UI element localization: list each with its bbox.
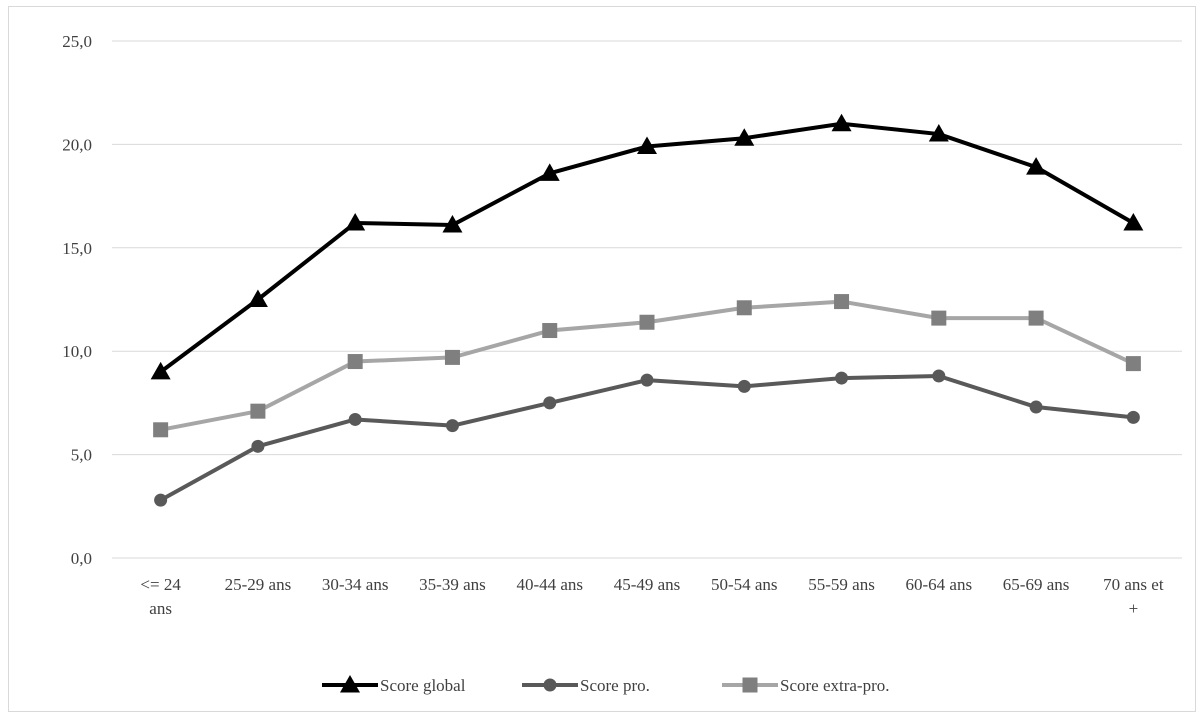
data-point <box>736 300 752 316</box>
data-point <box>442 215 463 233</box>
legend: Score global Score pro. Score extra-pro. <box>322 675 890 695</box>
y-tick-label: 20,0 <box>62 135 92 154</box>
data-point <box>639 314 655 330</box>
data-point <box>931 310 947 326</box>
data-point <box>932 369 946 383</box>
x-tick-label: 65-69 ans <box>1003 575 1070 594</box>
data-point <box>1028 310 1044 326</box>
x-axis-ticks: <= 24 ans 25-29 ans 30-34 ans 35-39 ans 40-44… <box>140 575 1163 618</box>
series-group <box>150 113 1144 507</box>
data-point <box>1123 212 1144 231</box>
data-point <box>348 412 362 426</box>
data-point <box>251 439 265 453</box>
x-tick-label: 60-64 ans <box>906 575 973 594</box>
y-tick-label: 15,0 <box>62 239 92 258</box>
legend-marker <box>742 677 758 693</box>
data-point <box>831 113 852 132</box>
chart-frame <box>8 6 1196 712</box>
x-tick-label: 55-59 ans <box>808 575 875 594</box>
legend-item: Score extra-pro. <box>722 676 890 695</box>
series-line <box>159 374 1134 502</box>
x-tick-label: 30-34 ans <box>322 575 389 594</box>
x-tick-label: <= 24 ans <box>140 575 181 618</box>
y-tick-label: 5,0 <box>71 446 92 465</box>
y-tick-label: 25,0 <box>62 32 92 51</box>
series-0 <box>150 113 1144 380</box>
data-point <box>154 493 168 507</box>
data-point <box>250 403 266 419</box>
data-point <box>345 212 366 231</box>
grid <box>112 40 1182 559</box>
data-point <box>543 396 557 410</box>
x-tick-label: 35-39 ans <box>419 575 486 594</box>
y-tick-label: 10,0 <box>62 342 92 361</box>
legend-marker <box>543 678 557 692</box>
data-point <box>445 419 459 433</box>
data-point <box>1026 157 1047 175</box>
series-2 <box>153 294 1141 438</box>
legend-item: Score global <box>322 675 466 695</box>
data-point <box>834 294 850 310</box>
data-point <box>444 349 460 365</box>
legend-item: Score pro. <box>522 676 650 695</box>
y-axis-ticks: 0,0 5,0 10,0 15,0 20,0 25,0 <box>62 32 92 568</box>
data-point <box>153 422 169 438</box>
data-point <box>542 323 558 339</box>
x-tick-label: 70 ans et + <box>1103 575 1164 618</box>
data-point <box>1125 356 1141 372</box>
data-point <box>637 136 657 154</box>
data-point <box>539 163 560 181</box>
legend-marker <box>340 675 360 693</box>
data-point <box>640 373 654 387</box>
x-tick-label: 45-49 ans <box>614 575 681 594</box>
legend-label: Score pro. <box>580 676 650 695</box>
y-tick-label: 0,0 <box>71 549 92 568</box>
data-point <box>928 124 949 142</box>
x-tick-label: 40-44 ans <box>516 575 583 594</box>
x-tick-label: 50-54 ans <box>711 575 778 594</box>
data-point <box>835 371 849 385</box>
data-point <box>1126 410 1140 424</box>
data-point <box>247 289 268 307</box>
legend-label: Score extra-pro. <box>780 676 890 695</box>
legend-label: Score global <box>380 676 466 695</box>
data-point <box>150 361 171 380</box>
data-point <box>1029 400 1043 414</box>
series-1 <box>154 369 1140 507</box>
data-point <box>737 379 751 393</box>
data-point <box>347 354 363 370</box>
data-point <box>734 128 755 146</box>
x-tick-label: 25-29 ans <box>225 575 292 594</box>
